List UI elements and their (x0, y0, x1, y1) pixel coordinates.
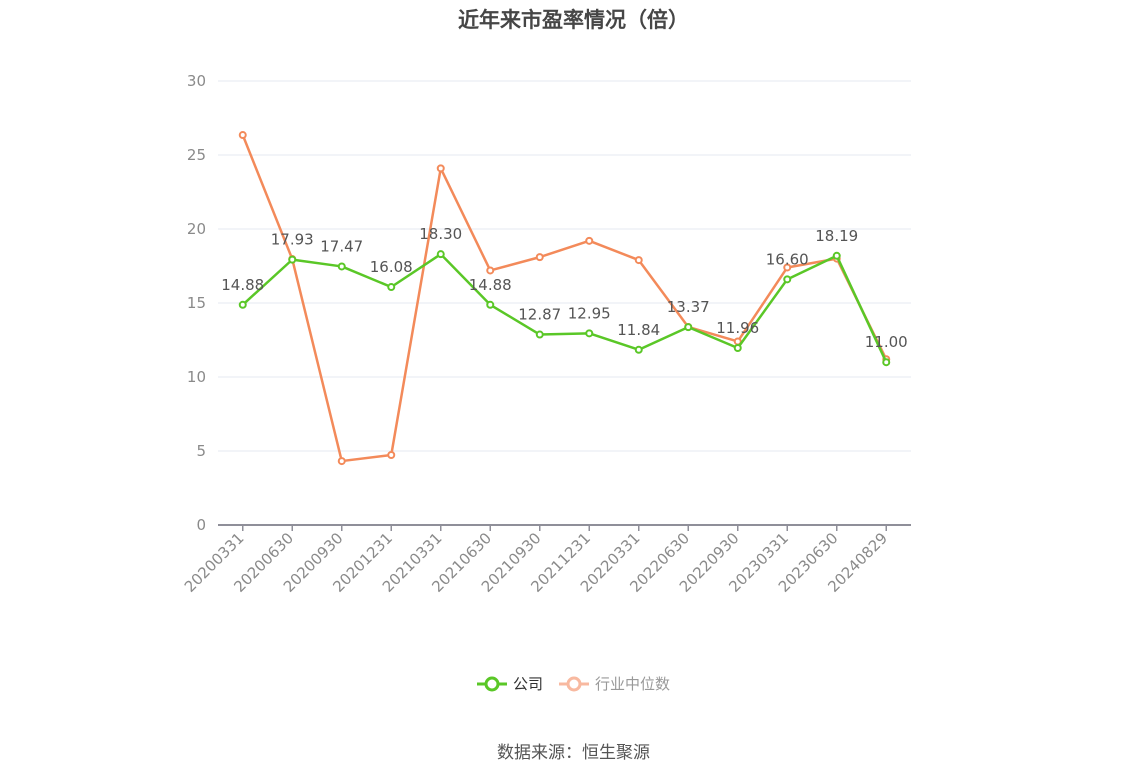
y-tick-label: 25 (187, 146, 206, 164)
data-label: 11.96 (716, 319, 759, 337)
data-point[interactable] (436, 250, 445, 259)
data-point[interactable] (535, 253, 544, 262)
data-point[interactable] (832, 251, 841, 260)
series-company[interactable] (238, 250, 891, 367)
data-label: 11.00 (865, 333, 908, 351)
y-tick-label: 0 (196, 516, 206, 534)
data-label: 16.08 (370, 258, 413, 276)
series-line (241, 134, 888, 463)
data-point[interactable] (486, 266, 495, 275)
y-axis-ticks: 0 5 10 15 20 25 30 (187, 72, 206, 534)
data-label: 12.95 (568, 304, 611, 322)
data-label: 17.93 (271, 231, 314, 249)
y-tick-label: 20 (187, 220, 206, 238)
data-point[interactable] (585, 329, 594, 338)
data-label: 17.47 (320, 237, 363, 255)
y-tick-label: 5 (196, 442, 206, 460)
data-label: 11.84 (617, 321, 660, 339)
data-label: 18.19 (815, 227, 858, 245)
data-point[interactable] (585, 236, 594, 245)
data-point[interactable] (535, 330, 544, 339)
chart-title: 近年来市盈率情况（倍） (458, 8, 689, 32)
data-point[interactable] (882, 358, 891, 367)
data-point[interactable] (634, 256, 643, 265)
data-point[interactable] (387, 283, 396, 292)
data-label: 16.60 (766, 250, 809, 268)
data-point[interactable] (288, 255, 297, 264)
data-point[interactable] (684, 323, 693, 332)
data-point[interactable] (238, 300, 247, 309)
data-point[interactable] (436, 164, 445, 173)
x-axis: 2020033120200630202009302020123120210331… (181, 524, 911, 596)
legend-item-company[interactable]: 公司 (476, 673, 543, 694)
data-label: 14.88 (221, 276, 264, 294)
data-point[interactable] (783, 263, 792, 272)
legend-item-industry[interactable]: 行业中位数 (559, 673, 670, 694)
legend-line-circle-icon (559, 676, 589, 691)
series-line (241, 252, 888, 363)
grid-lines (218, 80, 911, 452)
series-industry-median[interactable] (238, 131, 891, 466)
data-point[interactable] (733, 343, 742, 352)
data-label: 18.30 (419, 225, 462, 243)
data-label: 13.37 (667, 298, 710, 316)
y-tick-label: 10 (187, 368, 206, 386)
data-point[interactable] (238, 131, 247, 140)
y-tick-label: 15 (187, 294, 206, 312)
legend-line-circle-icon (476, 676, 507, 691)
legend-label-industry: 行业中位数 (595, 675, 671, 693)
data-source: 数据来源：恒生聚源 (497, 743, 650, 763)
legend-label-company: 公司 (512, 675, 543, 693)
data-point[interactable] (783, 275, 792, 284)
data-point[interactable] (634, 345, 643, 354)
data-labels: 14.88 17.93 17.47 16.08 18.30 14.88 12.87 12.95… (221, 225, 907, 351)
y-tick-label: 30 (187, 72, 206, 90)
data-label: 14.88 (469, 276, 512, 294)
data-point[interactable] (337, 457, 346, 466)
data-point[interactable] (486, 300, 495, 309)
data-point[interactable] (387, 450, 396, 459)
data-label: 12.87 (518, 306, 561, 324)
legend: 公司 行业中位数 (0, 673, 1147, 694)
data-point[interactable] (337, 262, 346, 271)
